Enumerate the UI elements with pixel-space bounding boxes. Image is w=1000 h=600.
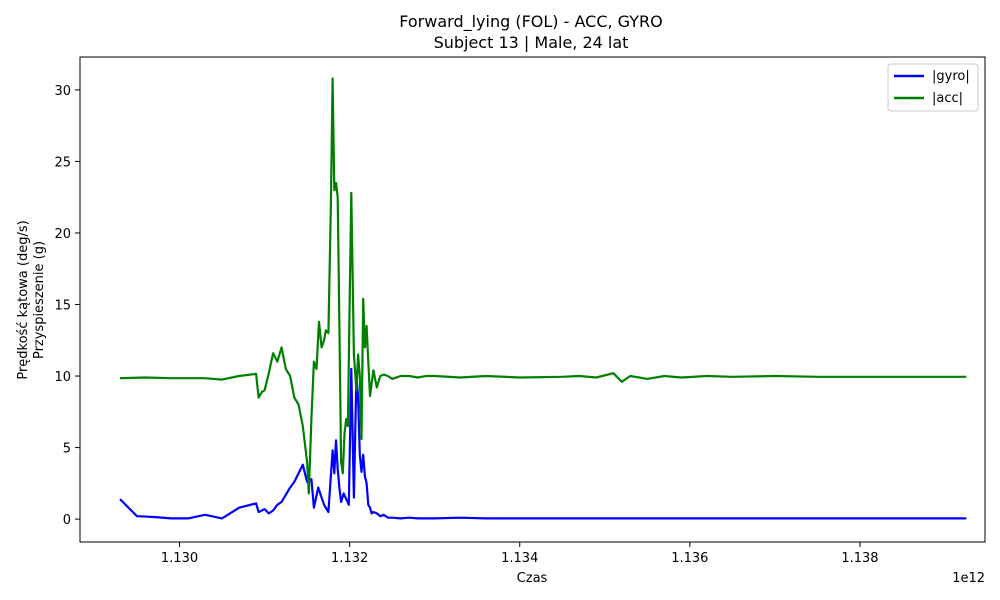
x-tick-label: 1.136	[671, 551, 708, 566]
y-axis-label-line1: Prędkość kątowa (deg/s)	[16, 220, 31, 379]
chart-subtitle: Subject 13 | Male, 24 lat	[434, 33, 629, 52]
series-layer	[119, 77, 967, 520]
y-tick-label: 15	[54, 299, 71, 314]
y-axis-label-line2: Przyspieszenie (g)	[32, 241, 47, 359]
plot-area	[79, 56, 986, 543]
plot-background	[80, 57, 985, 542]
y-tick-label: 10	[54, 370, 71, 385]
y-axis: 0 5 10 15 20 25 30	[54, 84, 80, 528]
x-tick-label: 1.130	[161, 551, 198, 566]
x-axis: 1.130 1.132 1.134 1.136 1.138	[161, 542, 879, 566]
legend: |gyro| |acc|	[887, 63, 979, 112]
x-tick-label: 1.132	[331, 551, 368, 566]
x-axis-offset-label: 1e12	[952, 571, 985, 586]
series-line-gyro	[119, 367, 967, 520]
legend-label-acc: |acc|	[932, 91, 963, 106]
x-axis-label: Czas	[517, 571, 548, 586]
y-tick-label: 20	[54, 227, 71, 242]
y-tick-label: 30	[54, 84, 71, 99]
x-tick-label: 1.134	[501, 551, 538, 566]
chart-title: Forward_lying (FOL) - ACC, GYRO	[399, 12, 663, 32]
y-tick-label: 5	[63, 442, 71, 457]
legend-label-gyro: |gyro|	[932, 69, 970, 84]
series-line-acc	[119, 77, 967, 495]
plot-frame	[79, 56, 986, 543]
y-tick-label: 0	[63, 513, 71, 528]
y-tick-label: 25	[54, 155, 71, 170]
x-tick-label: 1.138	[841, 551, 878, 566]
